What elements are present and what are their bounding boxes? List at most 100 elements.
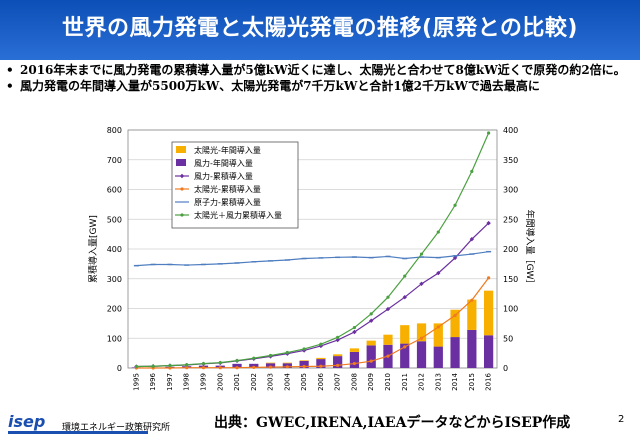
x-tick-label: 2011 [401, 373, 409, 391]
x-tick-label: 1995 [132, 373, 140, 391]
x-tick-label: 2016 [485, 372, 493, 390]
series-point [419, 281, 424, 287]
bar-solar-annual [349, 348, 360, 352]
y-left-tick-label: 0 [117, 364, 122, 373]
bar-wind-annual [416, 341, 427, 368]
x-tick-label: 2010 [384, 373, 392, 391]
series-point [235, 366, 239, 370]
series-point [369, 312, 373, 316]
series-point [252, 356, 256, 360]
plot-frame [127, 129, 498, 369]
legend-marker [180, 213, 184, 217]
series-point [369, 318, 374, 323]
series-point [369, 359, 373, 363]
series-point [352, 329, 357, 335]
series-line [136, 132, 490, 368]
y-right-tick-label: 350 [503, 156, 518, 165]
series-point [185, 363, 189, 367]
x-tick-label: 2015 [468, 373, 476, 391]
bullet-list: 2016年末までに風力発電の累積導入量が5億kW近くに達し、太陽光と合わせて8億… [6, 62, 638, 94]
series-point [436, 325, 440, 329]
y-right-tick-label: 100 [503, 305, 518, 314]
series-point [302, 347, 306, 351]
series-point [319, 364, 323, 368]
legend-label: 太陽光-年間導入量 [194, 145, 261, 155]
org-name: 環境エネルギー政策研究所 [62, 423, 171, 433]
series-point [469, 236, 475, 242]
chart-svg: 0 100 200 300 400 500 600 700 800 0 50 100 150 200 250… [87, 126, 536, 391]
bar-solar-annual [265, 362, 276, 364]
series-point [470, 169, 474, 173]
legend-swatch [176, 159, 186, 166]
x-tick-label: 2003 [267, 373, 275, 391]
y-left-tick-label: 800 [107, 126, 122, 135]
series-line [136, 251, 489, 267]
series-point [285, 350, 289, 355]
y-left-tick-label: 200 [107, 305, 122, 314]
x-tick-label: 2002 [250, 373, 258, 391]
series-point [452, 255, 458, 261]
series-line [136, 277, 490, 369]
series-point [386, 295, 390, 299]
x-tick-label: 2012 [418, 373, 426, 391]
x-tick-label: 1999 [199, 373, 207, 391]
series-point [336, 363, 340, 367]
legend-box [171, 141, 299, 229]
chart: 0 100 200 300 400 500 600 700 800 0 50 100 150 200 250… [0, 118, 640, 400]
y-left-axis-label: 累積導入量[GW] [87, 215, 99, 283]
y-left-tick-label: 400 [107, 245, 122, 254]
series-point [403, 345, 407, 349]
x-tick-label: 2006 [317, 372, 325, 390]
series-point [419, 336, 424, 340]
x-tick-label: 2013 [434, 373, 442, 391]
legend-label: 原子力-累積導入量 [194, 197, 261, 207]
y-right-tick-label: 50 [503, 334, 513, 343]
series-point [185, 366, 189, 370]
title-bar [0, 0, 640, 60]
y-right-tick-label: 200 [503, 245, 518, 254]
series-point [235, 358, 239, 363]
series-point [168, 366, 172, 370]
y-left-tick-label: 100 [107, 334, 122, 343]
y-right-axis-label: 年間導入量［GW］ [524, 210, 536, 289]
bullet-item: 2016年末までに風力発電の累積導入量が5億kW近くに達し、太陽光と合わせて8億… [6, 62, 638, 78]
isep-logo: isep [8, 412, 46, 431]
x-tick-label: 2000 [216, 373, 224, 391]
x-tick-label: 2009 [367, 373, 375, 391]
bar-solar-annual [299, 360, 309, 361]
series-point [419, 252, 424, 256]
series-point [252, 365, 256, 370]
legend-label: 太陽光＋風力累積導入量 [194, 210, 282, 220]
bar-wind-annual [484, 335, 494, 368]
bar-wind-annual [467, 329, 477, 368]
y-right-tick-label: 400 [503, 126, 518, 135]
bar-wind-annual [433, 346, 443, 368]
series-point [168, 364, 172, 368]
series-point [453, 313, 457, 317]
y-left-tick-label: 500 [107, 215, 122, 224]
series-point [218, 361, 222, 365]
x-tick-label: 1997 [166, 373, 174, 391]
source-note: 出典：GWEC,IRENA,IAEAデータなどからISEP作成 [214, 415, 571, 431]
bar-wind-annual [450, 337, 460, 368]
y-right-tick-label: 300 [503, 186, 518, 195]
x-tick-label: 1998 [183, 373, 191, 391]
bullet-item: 風力発電の年間導入量が5500万kW、太陽光発電が7千万kWと合計1億2千万kW… [6, 78, 638, 94]
legend-marker [180, 187, 184, 191]
x-tick-label: 2005 [300, 373, 308, 391]
bar-wind-annual [333, 356, 343, 368]
bar-solar-annual [450, 309, 460, 338]
page-number: 2 [618, 414, 625, 425]
bar-wind-annual [366, 345, 376, 368]
y-right-tick-label: 250 [503, 215, 518, 224]
bar-wind-annual [400, 343, 410, 368]
series-point [302, 364, 306, 369]
x-tick-label: 1996 [149, 372, 157, 390]
bar-solar-annual [467, 299, 477, 330]
series-point [352, 361, 357, 366]
bar-solar-annual [366, 340, 376, 346]
bar-solar-annual [316, 357, 326, 360]
bar-wind-annual [349, 351, 360, 368]
series-point [201, 366, 206, 370]
series-point [134, 364, 138, 369]
